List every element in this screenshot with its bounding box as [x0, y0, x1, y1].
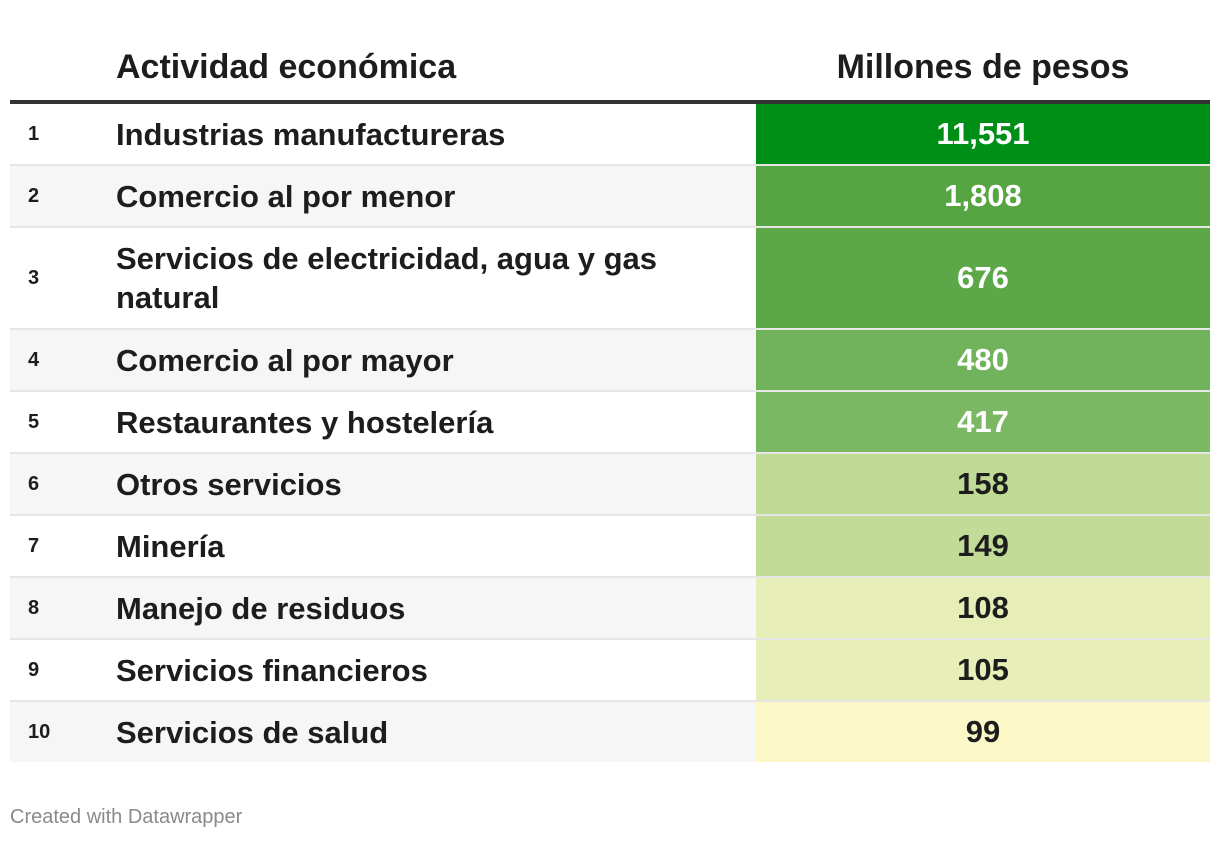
row-rank: 3: [28, 266, 40, 289]
row-activity: Otros servicios: [116, 466, 342, 502]
table-row: 6 Otros servicios 158: [10, 454, 1210, 516]
table-row: 1 Industrias manufactureras 11,551: [10, 104, 1210, 166]
row-activity: Servicios de salud: [116, 714, 389, 750]
column-header-value: Millones de pesos: [836, 48, 1130, 86]
footer-credit: Created with Datawrapper: [10, 806, 243, 828]
row-activity: Restaurantes y hostelería: [116, 404, 494, 440]
table-row: 10 Servicios de salud 99: [10, 702, 1210, 762]
row-rank: 5: [28, 410, 40, 433]
row-rank: 7: [28, 534, 40, 557]
row-value: 676: [756, 228, 1210, 328]
row-value: 417: [756, 392, 1210, 452]
row-rank: 10: [28, 720, 51, 743]
table-row: 7 Minería 149: [10, 516, 1210, 578]
table-body: 1 Industrias manufactureras 11,551 2 Comerci…: [10, 104, 1210, 762]
row-rank: 9: [28, 658, 40, 681]
table-row: 2 Comercio al por menor 1,808: [10, 166, 1210, 228]
row-value: 108: [756, 578, 1210, 638]
data-table: Actividad económica Millones de pesos 1 I…: [10, 30, 1210, 762]
table-row: 5 Restaurantes y hostelería 417: [10, 392, 1210, 454]
row-value: 149: [756, 516, 1210, 576]
row-value: 480: [756, 330, 1210, 390]
row-activity: Industrias manufactureras: [116, 116, 506, 152]
row-value: 158: [756, 454, 1210, 514]
table-row: 3 Servicios de electricidad, agua y gas n…: [10, 228, 1210, 330]
row-rank: 8: [28, 596, 40, 619]
row-activity: Manejo de residuos: [116, 590, 406, 626]
row-value: 105: [756, 640, 1210, 700]
row-rank: 2: [28, 184, 40, 207]
row-value: 1,808: [756, 166, 1210, 226]
column-header-activity: Actividad económica: [116, 48, 457, 86]
row-value: 99: [756, 702, 1210, 762]
table-row: 8 Manejo de residuos 108: [10, 578, 1210, 640]
row-activity: Minería: [116, 528, 225, 564]
row-value: 11,551: [756, 104, 1210, 164]
row-activity: Servicios financieros: [116, 652, 428, 688]
row-rank: 6: [28, 472, 40, 495]
row-activity: Servicios de electricidad, agua y gas na…: [116, 241, 658, 315]
table-row: 4 Comercio al por mayor 480: [10, 330, 1210, 392]
row-activity: Comercio al por mayor: [116, 342, 454, 378]
row-rank: 4: [28, 348, 40, 371]
row-activity: Comercio al por menor: [116, 178, 456, 214]
table-row: 9 Servicios financieros 105: [10, 640, 1210, 702]
table-header: Actividad económica Millones de pesos: [10, 30, 1210, 104]
row-rank: 1: [28, 122, 40, 145]
